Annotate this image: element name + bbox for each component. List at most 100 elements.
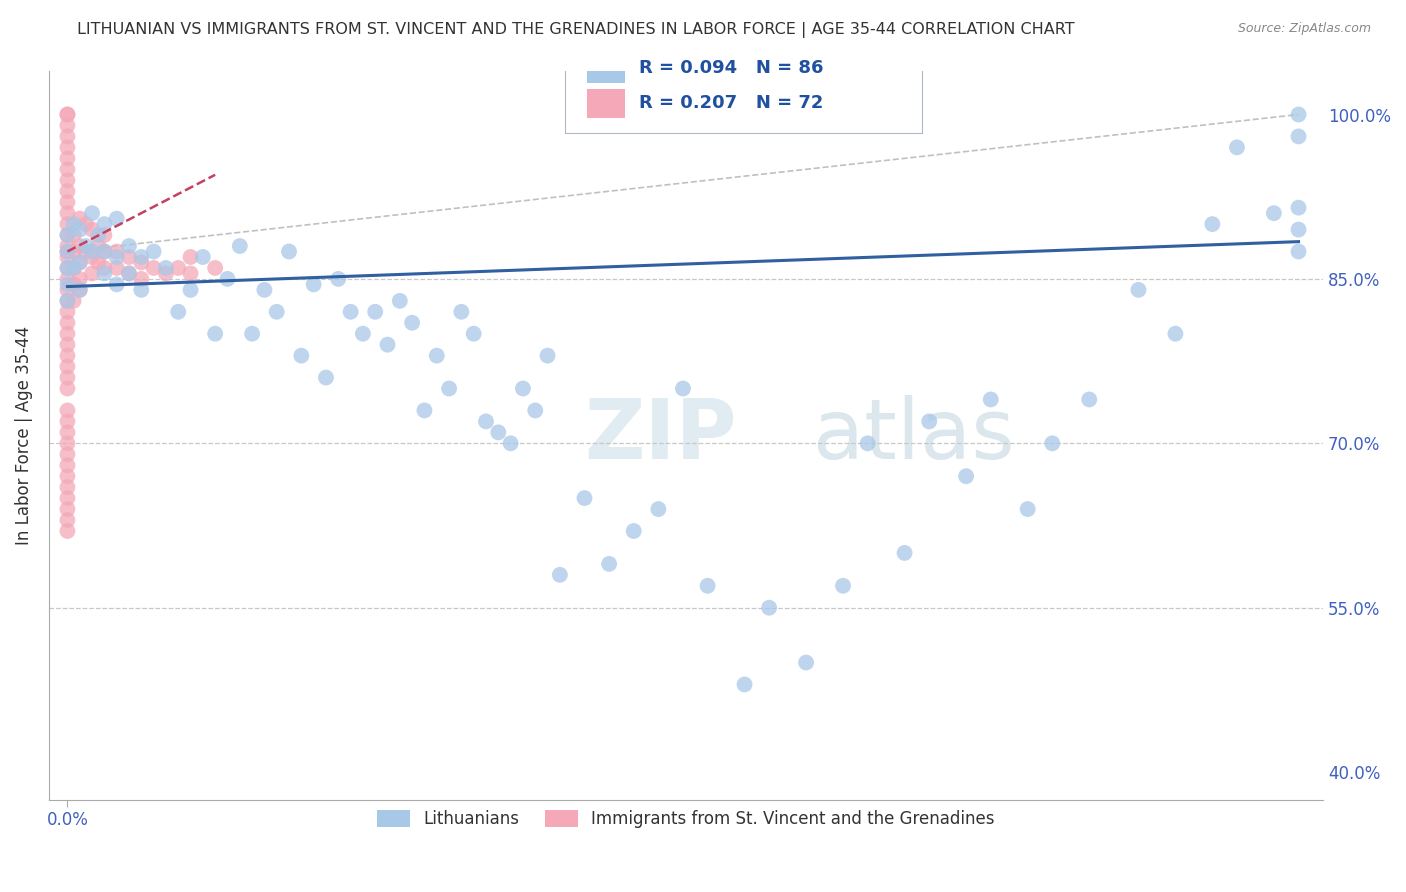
Point — [918, 414, 941, 428]
Point — [62, 228, 84, 243]
Point — [1128, 283, 1150, 297]
Point — [512, 382, 534, 396]
Point — [118, 239, 141, 253]
Point — [93, 267, 115, 281]
Text: atlas: atlas — [814, 394, 1015, 475]
Point — [56, 239, 79, 253]
Point — [56, 244, 79, 259]
Point — [598, 557, 620, 571]
Point — [62, 244, 84, 259]
Point — [191, 250, 214, 264]
Point — [93, 228, 115, 243]
Point — [1288, 244, 1310, 259]
Point — [1078, 392, 1101, 407]
Point — [240, 326, 263, 341]
Point — [56, 228, 79, 243]
Point — [56, 458, 79, 473]
Point — [1288, 129, 1310, 144]
Point — [56, 129, 79, 144]
Point — [131, 255, 153, 269]
Point — [352, 326, 374, 341]
Point — [56, 305, 79, 319]
Point — [401, 316, 423, 330]
Point — [56, 244, 79, 259]
Point — [56, 414, 79, 428]
Point — [180, 267, 202, 281]
Point — [131, 250, 153, 264]
Point — [647, 502, 669, 516]
Point — [56, 370, 79, 384]
Point — [1201, 217, 1223, 231]
Point — [80, 206, 103, 220]
Point — [450, 305, 472, 319]
Point — [672, 382, 695, 396]
Point — [278, 244, 301, 259]
Point — [574, 491, 596, 505]
Point — [536, 349, 558, 363]
Point — [56, 260, 79, 275]
Point — [75, 244, 97, 259]
Point — [87, 228, 110, 243]
Text: R = 0.094   N = 86: R = 0.094 N = 86 — [638, 60, 824, 78]
Point — [80, 244, 103, 259]
Text: ZIP: ZIP — [583, 394, 737, 475]
Point — [955, 469, 977, 483]
Point — [364, 305, 387, 319]
Point — [56, 293, 79, 308]
Point — [56, 425, 79, 440]
Text: Source: ZipAtlas.com: Source: ZipAtlas.com — [1237, 22, 1371, 36]
Point — [105, 211, 128, 226]
Point — [56, 228, 79, 243]
Point — [118, 267, 141, 281]
Point — [56, 337, 79, 351]
Point — [339, 305, 361, 319]
Point — [794, 656, 817, 670]
Point — [56, 491, 79, 505]
Point — [1288, 222, 1310, 236]
Point — [56, 195, 79, 210]
Point — [93, 260, 115, 275]
Point — [56, 107, 79, 121]
Point — [56, 293, 79, 308]
Point — [56, 152, 79, 166]
FancyBboxPatch shape — [586, 89, 624, 118]
Point — [56, 217, 79, 231]
Point — [486, 425, 509, 440]
Point — [413, 403, 436, 417]
Point — [463, 326, 485, 341]
Point — [524, 403, 547, 417]
Point — [204, 260, 226, 275]
Point — [105, 260, 128, 275]
Point — [377, 337, 399, 351]
Point — [62, 217, 84, 231]
Point — [290, 349, 312, 363]
Point — [217, 272, 239, 286]
Point — [87, 239, 110, 253]
Point — [69, 272, 91, 286]
Point — [499, 436, 522, 450]
Point — [832, 579, 855, 593]
Point — [56, 326, 79, 341]
Point — [758, 600, 780, 615]
Point — [142, 244, 165, 259]
Point — [93, 217, 115, 231]
Legend: Lithuanians, Immigrants from St. Vincent and the Grenadines: Lithuanians, Immigrants from St. Vincent… — [370, 804, 1001, 835]
Point — [80, 267, 103, 281]
Point — [93, 244, 115, 259]
Point — [229, 239, 252, 253]
Point — [118, 267, 141, 281]
Point — [56, 277, 79, 292]
Point — [56, 173, 79, 187]
Point — [437, 382, 460, 396]
Point — [62, 293, 84, 308]
Point — [105, 244, 128, 259]
Point — [80, 222, 103, 236]
Point — [87, 255, 110, 269]
Point — [1164, 326, 1187, 341]
Text: R = 0.207   N = 72: R = 0.207 N = 72 — [638, 95, 824, 112]
Point — [167, 260, 190, 275]
Point — [56, 316, 79, 330]
Point — [204, 326, 226, 341]
Point — [56, 184, 79, 198]
Point — [56, 436, 79, 450]
